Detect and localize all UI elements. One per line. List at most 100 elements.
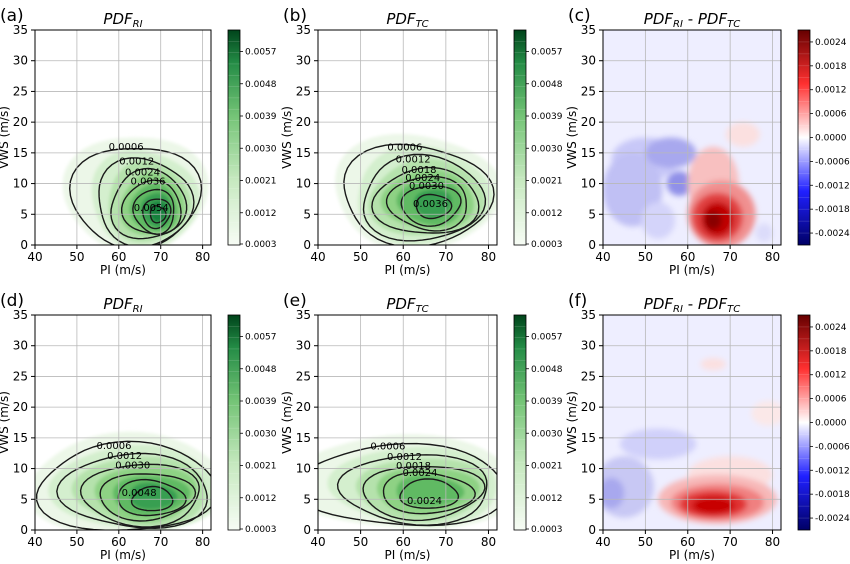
panel-title: PDFRI — [103, 10, 142, 30]
colorbar-tick-label: 0.0030 — [245, 144, 277, 154]
x-tick-label: 40 — [595, 250, 610, 264]
colorbar-gradient — [228, 315, 240, 530]
contour-label: 0.0024 — [402, 468, 437, 479]
y-tick-label: 5 — [20, 207, 28, 221]
y-axis-label: VWS (m/s) — [0, 106, 11, 169]
difference-blob — [751, 401, 781, 426]
y-axis-label: VWS (m/s) — [565, 106, 579, 169]
x-tick-label: 70 — [438, 250, 453, 264]
contour-line — [399, 478, 460, 509]
panel-label: (b) — [283, 6, 307, 26]
contour-label: 0.0024 — [407, 496, 442, 507]
x-axis-label: PI (m/s) — [385, 263, 431, 277]
x-tick-label: 70 — [438, 535, 453, 549]
y-tick-label: 15 — [581, 431, 596, 445]
colorbar-tick-label: -0.0018 — [815, 205, 850, 215]
y-tick-label: 15 — [296, 431, 311, 445]
x-tick-label: 80 — [195, 250, 210, 264]
colorbar-tick-label: 0.0018 — [815, 347, 847, 357]
colorbar-tick-label: -0.0012 — [815, 466, 850, 476]
colorbar-tick-label: 0.0048 — [245, 80, 277, 90]
colorbar-tick-label: 0.0012 — [245, 209, 277, 219]
colorbar-tick-label: 0.0003 — [531, 240, 563, 250]
x-tick-label: 60 — [396, 250, 411, 264]
y-tick-label: 25 — [581, 84, 596, 98]
difference-blob — [641, 202, 676, 239]
colorbar-tick-label: 0.0012 — [815, 86, 847, 96]
difference-blob — [755, 223, 773, 242]
colorbar-gradient — [798, 30, 810, 245]
difference-blob — [725, 122, 760, 147]
y-tick-label: 30 — [13, 339, 28, 353]
panel-title: PDFTC — [386, 295, 428, 315]
colorbar-tick-label: 0.0057 — [245, 333, 277, 343]
colorbar-tick-label: 0.0057 — [245, 48, 277, 58]
contour-line — [336, 454, 488, 526]
contour-label: 0.0030 — [409, 181, 444, 192]
y-tick-label: 0 — [20, 238, 28, 252]
axes-frame — [34, 314, 212, 531]
contour-line — [415, 193, 453, 220]
colorbar: 0.0003 0.0012 0.0021 0.0030 0.0039 0.0048 0.00… — [227, 29, 277, 250]
y-tick-label: 35 — [296, 308, 311, 322]
y-axis-label: VWS (m/s) — [280, 106, 294, 169]
contour-label: 0.0006 — [387, 142, 422, 153]
plot-area — [318, 315, 497, 530]
y-tick-label: 0 — [588, 523, 596, 537]
x-tick-label: 40 — [27, 535, 42, 549]
axes-frame — [602, 29, 782, 246]
colorbar-tick-label: 0.0003 — [245, 240, 277, 250]
y-tick-label: 35 — [581, 23, 596, 37]
panel-title: PDFRI - PDFTC — [644, 295, 740, 315]
y-axis-label: VWS (m/s) — [565, 391, 579, 454]
density-fill — [335, 134, 497, 245]
x-tick-label: 40 — [27, 250, 42, 264]
contour-label: 0.0012 — [396, 154, 431, 165]
x-tick-label: 70 — [723, 250, 738, 264]
contour-label: 0.0018 — [396, 461, 431, 472]
y-tick-label: 10 — [296, 177, 311, 191]
y-tick-label: 5 — [303, 207, 311, 221]
x-axis-label: PI (m/s) — [669, 263, 715, 277]
x-tick-label: 80 — [765, 535, 780, 549]
y-tick-label: 25 — [296, 84, 311, 98]
colorbar-tick-label: 0.0039 — [531, 112, 563, 122]
colorbar-tick-label: 0.0039 — [245, 112, 277, 122]
colorbar-tick-label: 0.0048 — [531, 80, 563, 90]
colorbar-gradient — [514, 315, 526, 530]
x-axis-label: PI (m/s) — [100, 263, 146, 277]
x-tick-label: 50 — [69, 535, 84, 549]
colorbar-tick-label: 0.0057 — [531, 48, 563, 58]
difference-blob — [603, 477, 625, 509]
y-tick-label: 0 — [303, 523, 311, 537]
colorbar: 0.0024 0.0018 0.0012 0.0006 0.0000 -0.0006 -0.… — [797, 29, 850, 246]
y-tick-label: 15 — [13, 146, 28, 160]
x-axis-label: PI (m/s) — [669, 548, 715, 562]
x-tick-label: 60 — [111, 250, 126, 264]
y-tick-label: 30 — [13, 54, 28, 68]
y-tick-label: 0 — [20, 523, 28, 537]
y-tick-label: 15 — [296, 146, 311, 160]
contour-line — [36, 440, 211, 530]
colorbar-frame — [227, 314, 241, 531]
colorbar-tick-label: -0.0018 — [815, 490, 850, 500]
colorbar-tick-label: 0.0030 — [245, 429, 277, 439]
colorbar-tick-label: 0.0006 — [815, 110, 847, 120]
colorbar: 0.0003 0.0012 0.0021 0.0030 0.0039 0.0048 0.00… — [513, 314, 563, 535]
x-tick-label: 80 — [195, 535, 210, 549]
colorbar-tick-label: 0.0018 — [815, 62, 847, 72]
contour-label: 0.0036 — [413, 199, 448, 210]
difference-blob — [704, 211, 722, 230]
y-tick-label: 5 — [588, 207, 596, 221]
colorbar-tick-label: 0.0021 — [531, 462, 563, 472]
x-tick-label: 50 — [638, 250, 653, 264]
contour-line — [343, 143, 495, 245]
y-tick-label: 25 — [296, 369, 311, 383]
difference-blob — [700, 358, 726, 371]
x-tick-label: 70 — [723, 535, 738, 549]
x-tick-label: 70 — [153, 250, 168, 264]
axes-frame — [34, 29, 212, 246]
x-tick-label: 60 — [680, 535, 695, 549]
